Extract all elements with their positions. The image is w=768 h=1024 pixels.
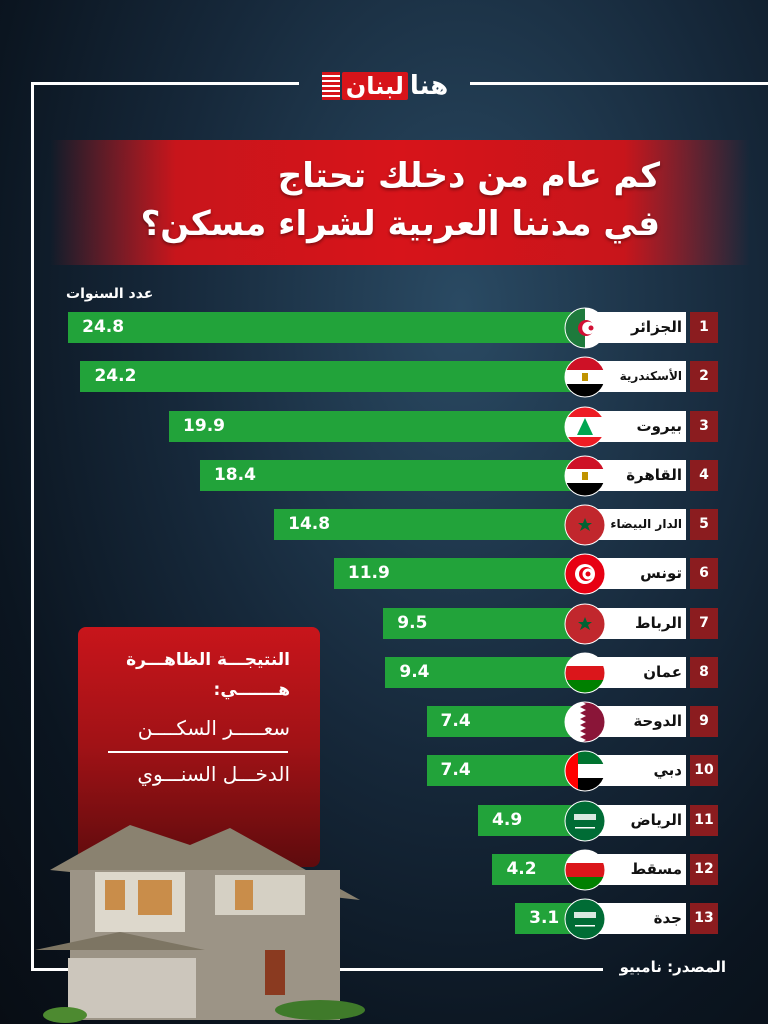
value-label: 4.9	[492, 809, 523, 830]
city-label: الجزائر	[594, 312, 686, 343]
logo: هنا لبنان	[312, 66, 458, 106]
lebanon-flag-icon	[564, 406, 606, 447]
rank-badge: 4	[690, 459, 718, 491]
page-title: كم عام من دخلك تحتاج في مدننا العربية لش…	[100, 152, 660, 248]
morocco-flag-icon	[564, 504, 606, 546]
rank-badge: 11	[690, 804, 718, 836]
tunisia-flag-icon	[564, 553, 606, 595]
city-label: الرباط	[594, 607, 686, 639]
oman-flag-icon	[564, 849, 606, 891]
title-line-2: في مدننا العربية لشراء مسكن؟	[140, 204, 660, 244]
formula-line-1: النتيجـــة الظاهـــرة	[126, 650, 290, 670]
rank-badge: 10	[690, 755, 718, 787]
bar	[68, 312, 600, 343]
frame-left	[31, 82, 34, 970]
rank-badge: 5	[690, 509, 718, 540]
fraction-line	[108, 751, 288, 753]
rank-badge: 6	[690, 558, 718, 590]
rank-badge: 13	[690, 903, 718, 934]
rank-badge: 1	[690, 312, 718, 343]
value-label: 14.8	[288, 514, 331, 534]
rank-badge: 2	[690, 361, 718, 393]
value-label: 7.4	[440, 711, 471, 731]
algeria-flag-icon	[564, 307, 606, 349]
city-label: تونس	[594, 558, 686, 590]
value-label: 4.2	[506, 858, 537, 879]
morocco-flag-icon	[564, 603, 606, 644]
uae-flag-icon	[564, 750, 606, 792]
frame-top-right	[470, 82, 768, 85]
formula-box	[78, 627, 320, 867]
city-label: الرياض	[594, 804, 686, 836]
bar	[333, 558, 600, 590]
formula-denominator: الدخـــل السنـــوي	[137, 762, 290, 786]
formula-numerator: سعـــــر السكــــن	[137, 716, 290, 740]
city-label: الدوحة	[594, 706, 686, 737]
formula-line-2: هـــــــي:	[213, 680, 290, 700]
saudi-flag-icon	[564, 898, 606, 940]
title-line-1: كم عام من دخلك تحتاج	[277, 156, 660, 196]
bar	[385, 656, 600, 688]
city-label: الدار البيضاء	[594, 509, 686, 540]
bar	[80, 361, 600, 393]
value-label: 18.4	[213, 464, 256, 485]
rank-badge: 8	[690, 656, 718, 688]
value-label: 19.9	[183, 415, 225, 436]
bar	[383, 607, 600, 639]
value-label: 9.5	[397, 612, 428, 633]
egypt-flag-icon	[564, 356, 606, 398]
house-illustration	[35, 825, 365, 1023]
logo-text-2: لبنان	[341, 72, 408, 100]
cedar-logo-icon	[321, 72, 340, 100]
city-label: جدة	[594, 903, 686, 934]
value-label: 11.9	[347, 563, 390, 584]
rank-badge: 9	[690, 706, 718, 737]
city-label: دبي	[594, 755, 686, 787]
value-label: 9.4	[399, 661, 430, 682]
city-label: مسقط	[594, 853, 686, 885]
qatar-flag-icon	[564, 701, 606, 743]
value-label: 24.8	[82, 317, 125, 337]
source-note: المصدر: نامبيو	[619, 958, 726, 976]
frame-top-left	[31, 82, 299, 85]
bar	[199, 459, 600, 491]
rank-badge: 12	[690, 853, 718, 885]
bar	[169, 410, 600, 442]
city-label: عمان	[594, 656, 686, 688]
city-label: بيروت	[594, 410, 686, 442]
title-band	[50, 140, 750, 265]
axis-label: عدد السنوات	[66, 286, 154, 302]
rank-badge: 7	[690, 607, 718, 639]
bar	[274, 509, 600, 540]
value-label: 3.1	[529, 908, 560, 928]
rank-badge: 3	[690, 410, 718, 442]
city-label: القاهرة	[594, 459, 686, 491]
value-label: 7.4	[440, 760, 471, 781]
logo-text-1: هنا	[409, 71, 449, 101]
egypt-flag-icon	[564, 455, 606, 497]
value-label: 24.2	[94, 366, 137, 387]
oman-flag-icon	[564, 652, 606, 694]
saudi-flag-icon	[564, 800, 606, 841]
city-label: الأسكندرية	[594, 361, 686, 393]
